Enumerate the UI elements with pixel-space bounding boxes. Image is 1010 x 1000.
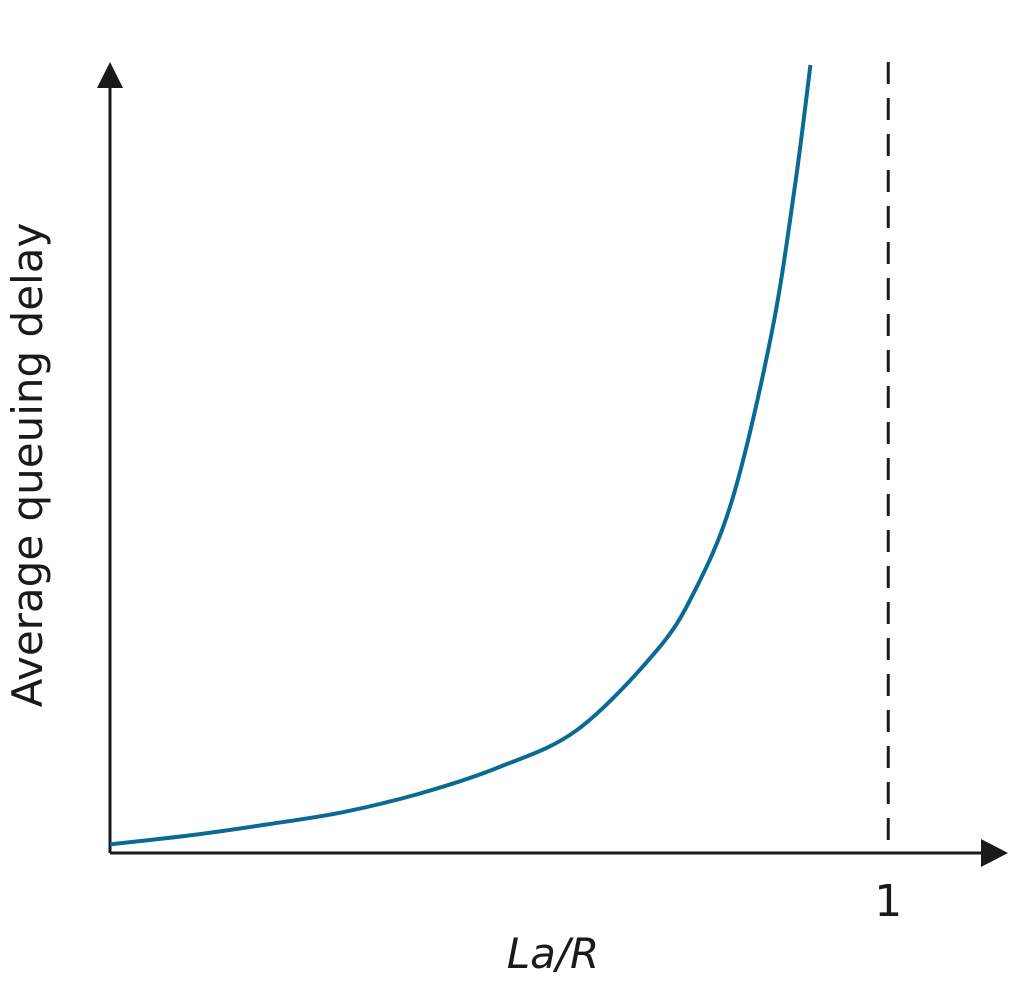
y-axis-arrowhead [97, 62, 123, 88]
plot-area: 1 La/R Average queuing delay [3, 62, 1008, 978]
x-axis-label: La/R [507, 929, 599, 978]
series-line-queuing-delay [109, 64, 813, 847]
x-tick-labels: 1 [874, 876, 902, 927]
x-tick-label: 1 [874, 876, 902, 927]
x-axis-arrowhead [981, 839, 1008, 867]
y-axis-label: Average queuing delay [3, 223, 52, 708]
